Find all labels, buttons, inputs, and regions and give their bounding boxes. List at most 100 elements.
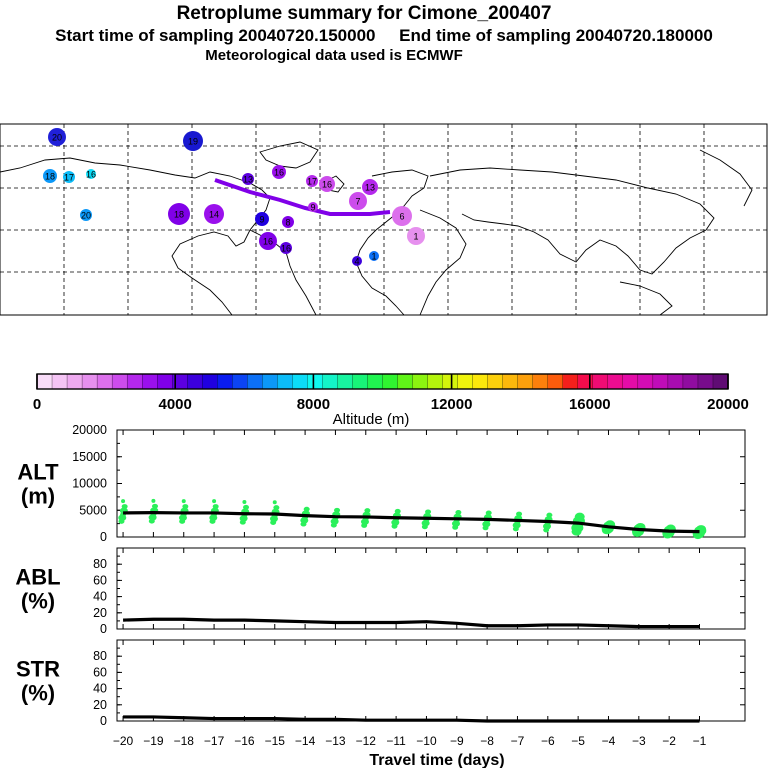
x-tick-label: −6 bbox=[541, 734, 555, 748]
colorbar-cell bbox=[502, 373, 519, 390]
plume-cluster-label: 17 bbox=[307, 177, 317, 187]
plume-cluster-label: 17 bbox=[64, 173, 74, 183]
met-data-subtitle: Meteorological data used is ECMWF bbox=[205, 47, 463, 64]
colorbar-cell bbox=[262, 373, 278, 390]
plume-cluster-label: 9 bbox=[259, 215, 264, 225]
colorbar-cell bbox=[607, 373, 624, 390]
particle-point bbox=[151, 498, 156, 503]
x-tick-label: −16 bbox=[234, 734, 255, 748]
colorbar-cell bbox=[307, 373, 323, 390]
particle-point bbox=[242, 499, 247, 504]
y-tick-label: 80 bbox=[93, 557, 107, 571]
x-tick-label: −12 bbox=[356, 734, 377, 748]
y-tick-label: 10000 bbox=[72, 477, 107, 491]
particle-point bbox=[303, 506, 310, 512]
y-tick-label: 20000 bbox=[72, 423, 107, 437]
x-axis-title: Travel time (days) bbox=[369, 752, 504, 768]
colorbar-label: Altitude (m) bbox=[333, 411, 410, 428]
median-line bbox=[123, 617, 700, 629]
plume-cluster-label: 18 bbox=[174, 210, 184, 220]
x-tick-label: −2 bbox=[662, 734, 676, 748]
colorbar-cell bbox=[457, 373, 474, 390]
track-line bbox=[214, 178, 391, 216]
colorbar-cell bbox=[247, 373, 263, 390]
x-tick-label: −3 bbox=[632, 734, 646, 748]
colorbar-cell bbox=[96, 373, 113, 390]
plume-cluster-marker bbox=[255, 212, 269, 226]
plume-cluster-marker bbox=[259, 232, 277, 250]
plume-cluster-marker bbox=[168, 203, 190, 225]
y-tick-label: 40 bbox=[93, 590, 107, 604]
plume-cluster-marker bbox=[86, 169, 96, 179]
y-tick-label: 0 bbox=[100, 622, 107, 636]
panel-ylabel: ABL bbox=[15, 565, 60, 590]
y-tick-label: 80 bbox=[93, 649, 107, 663]
y-tick-label: 60 bbox=[93, 665, 107, 679]
particle-point bbox=[455, 509, 462, 515]
colorbar-cell bbox=[622, 373, 639, 390]
panel-frame bbox=[116, 639, 746, 722]
x-tick-label: −5 bbox=[571, 734, 585, 748]
plume-cluster-marker bbox=[280, 242, 292, 254]
y-tick-label: 60 bbox=[93, 573, 107, 587]
map-graticule bbox=[0, 124, 767, 315]
x-axis: −20 −19 −18 −17 −16 −15 −14 −13 −12 −11 −10 −9 −8 −7 −… bbox=[113, 734, 707, 768]
colorbar-cell bbox=[217, 373, 233, 390]
panel-str: 80 60 40 20 0 STR(%) bbox=[16, 639, 746, 728]
plume-cluster-marker bbox=[319, 176, 335, 192]
x-tick-label: −20 bbox=[113, 734, 134, 748]
particle-point bbox=[516, 511, 523, 517]
colorbar-cell bbox=[697, 373, 714, 390]
colorbar-cell bbox=[547, 373, 564, 390]
colorbar-cell bbox=[337, 373, 354, 390]
x-tick-label: −14 bbox=[295, 734, 316, 748]
colorbar-tick-label: 20000 bbox=[707, 396, 749, 413]
colorbar-cell bbox=[517, 373, 534, 390]
plume-cluster-marker bbox=[392, 206, 412, 226]
colorbar-tick-label: 12000 bbox=[431, 396, 473, 413]
colorbar-cell bbox=[562, 373, 579, 390]
colorbar-cell bbox=[187, 373, 203, 390]
plume-cluster-label: 4 bbox=[354, 257, 359, 267]
panel-ylabel: (%) bbox=[21, 681, 55, 706]
y-tick-label: 0 bbox=[100, 714, 107, 728]
colorbar-cell bbox=[712, 373, 729, 390]
plume-cluster-marker bbox=[183, 131, 203, 151]
x-tick-label: −13 bbox=[325, 734, 346, 748]
colorbar-cell bbox=[202, 373, 218, 390]
x-tick-label: −10 bbox=[416, 734, 437, 748]
plume-cluster-label: 7 bbox=[355, 197, 360, 207]
plume-cluster-marker bbox=[43, 169, 57, 183]
particle-point bbox=[152, 503, 159, 509]
colorbar-tick-label: 0 bbox=[33, 396, 41, 413]
plume-cluster-label: 20 bbox=[52, 133, 62, 143]
colorbar-cell bbox=[667, 373, 684, 390]
particle-point bbox=[272, 500, 277, 505]
median-line bbox=[123, 715, 700, 723]
panel-frame bbox=[116, 547, 746, 630]
particle-point bbox=[212, 499, 217, 504]
particle-point bbox=[425, 509, 432, 515]
page-title: Retroplume summary for Cimone_200407 bbox=[176, 3, 552, 24]
colorbar-cell bbox=[652, 373, 669, 390]
plume-cluster-label: 6 bbox=[399, 212, 404, 222]
time-series-panels: 20000150001000050000ALT(m)806040200ABL(%… bbox=[15, 423, 746, 768]
plume-cluster-label: 16 bbox=[263, 237, 273, 247]
plume-cluster-label: 16 bbox=[86, 170, 96, 180]
y-tick-label: 0 bbox=[100, 530, 107, 544]
particle-point bbox=[121, 499, 126, 504]
colorbar-cell bbox=[442, 373, 459, 390]
particle-point bbox=[121, 504, 128, 509]
colorbar-cell bbox=[126, 373, 143, 390]
colorbar-cell bbox=[682, 373, 699, 390]
colorbar-cell bbox=[51, 373, 68, 390]
plume-cluster-label: 13 bbox=[365, 183, 375, 193]
plume-cluster-label: 16 bbox=[281, 244, 291, 254]
panel-ylabel: (m) bbox=[21, 484, 55, 509]
plume-cluster-marker bbox=[352, 256, 362, 266]
y-tick-label: 40 bbox=[93, 682, 107, 696]
plume-cluster-label: 9 bbox=[310, 203, 315, 213]
colorbar-cell bbox=[81, 373, 98, 390]
particle-point bbox=[394, 508, 401, 514]
